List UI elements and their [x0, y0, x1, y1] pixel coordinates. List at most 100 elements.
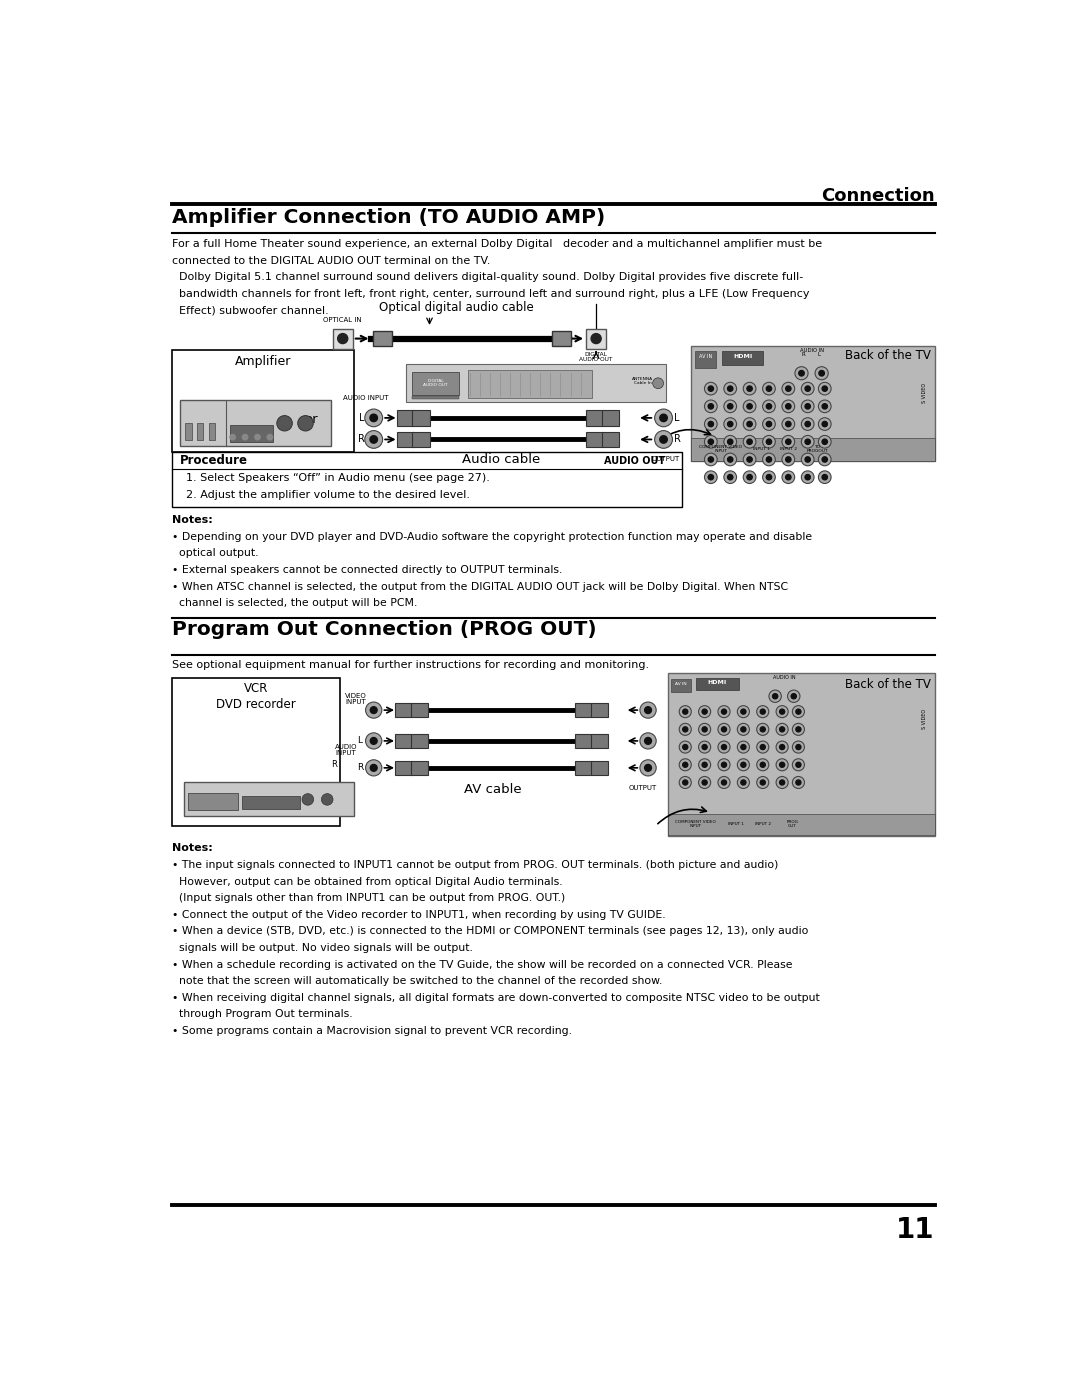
- Circle shape: [679, 759, 691, 771]
- Circle shape: [242, 434, 247, 440]
- Circle shape: [660, 414, 667, 422]
- Circle shape: [760, 726, 766, 732]
- Circle shape: [805, 386, 810, 391]
- Text: HDMI: HDMI: [707, 680, 727, 685]
- Circle shape: [683, 745, 688, 750]
- Circle shape: [819, 436, 832, 448]
- Bar: [413, 395, 459, 400]
- Text: L: L: [674, 414, 680, 423]
- Circle shape: [699, 724, 711, 735]
- Circle shape: [793, 724, 805, 735]
- Circle shape: [743, 453, 756, 465]
- Circle shape: [762, 383, 775, 395]
- Circle shape: [679, 705, 691, 718]
- Circle shape: [793, 705, 805, 718]
- Text: R: R: [802, 352, 806, 358]
- Text: OUTPUT: OUTPUT: [629, 785, 657, 791]
- Circle shape: [747, 404, 753, 409]
- Circle shape: [699, 777, 711, 788]
- Circle shape: [724, 471, 737, 483]
- Circle shape: [679, 740, 691, 753]
- Circle shape: [767, 404, 771, 409]
- Text: However, output can be obtained from optical Digital Audio terminals.: However, output can be obtained from opt…: [172, 877, 563, 887]
- Text: Notes:: Notes:: [172, 844, 213, 854]
- Circle shape: [302, 793, 313, 805]
- Circle shape: [724, 453, 737, 465]
- Bar: [230, 425, 273, 441]
- Circle shape: [793, 740, 805, 753]
- Bar: [586, 328, 606, 349]
- Text: note that the screen will automatically be switched to the channel of the record: note that the screen will automatically …: [172, 977, 662, 986]
- Circle shape: [767, 386, 771, 391]
- Circle shape: [793, 759, 805, 771]
- Text: INPUT 1: INPUT 1: [753, 447, 770, 451]
- Bar: [395, 761, 413, 775]
- Circle shape: [801, 400, 814, 412]
- Bar: [723, 351, 762, 365]
- Circle shape: [757, 740, 769, 753]
- Circle shape: [365, 703, 382, 718]
- Circle shape: [370, 764, 377, 771]
- Circle shape: [757, 777, 769, 788]
- Bar: [373, 331, 392, 346]
- Circle shape: [822, 404, 827, 409]
- Circle shape: [822, 386, 827, 391]
- Circle shape: [702, 726, 707, 732]
- Text: Amplifier Connection (TO AUDIO AMP): Amplifier Connection (TO AUDIO AMP): [172, 208, 606, 228]
- Text: COMPONENT VIDEO
INPUT: COMPONENT VIDEO INPUT: [700, 444, 742, 453]
- Text: For a full Home Theater sound experience, an external Dolby Digital   decoder an: For a full Home Theater sound experience…: [172, 239, 822, 249]
- Circle shape: [645, 764, 651, 771]
- Text: DIGITAL
AUDIO OUT: DIGITAL AUDIO OUT: [580, 352, 612, 362]
- Circle shape: [738, 740, 750, 753]
- Bar: [413, 411, 430, 426]
- Circle shape: [683, 780, 688, 785]
- Text: R: R: [674, 434, 681, 444]
- Text: • When receiving digital channel signals, all digital formats are down-converted: • When receiving digital channel signals…: [172, 993, 820, 1003]
- Circle shape: [322, 793, 333, 805]
- Circle shape: [728, 404, 733, 409]
- Bar: [669, 813, 935, 835]
- Circle shape: [721, 763, 727, 767]
- Text: AV IN: AV IN: [675, 682, 687, 686]
- Text: through Program Out terminals.: through Program Out terminals.: [172, 1009, 353, 1020]
- Text: (Input signals other than from INPUT1 can be output from PROG. OUT.): (Input signals other than from INPUT1 ca…: [172, 893, 566, 904]
- Bar: [672, 679, 691, 693]
- Circle shape: [780, 710, 785, 714]
- Text: • When ATSC channel is selected, the output from the DIGITAL AUDIO OUT jack will: • When ATSC channel is selected, the out…: [172, 581, 788, 591]
- Circle shape: [728, 386, 733, 391]
- Bar: [576, 703, 592, 717]
- Bar: [208, 423, 215, 440]
- Circle shape: [780, 745, 785, 750]
- Circle shape: [728, 422, 733, 426]
- Text: • When a schedule recording is activated on the TV Guide, the show will be recor: • When a schedule recording is activated…: [172, 960, 793, 970]
- Circle shape: [702, 780, 707, 785]
- Circle shape: [741, 780, 746, 785]
- Circle shape: [819, 453, 832, 465]
- Bar: [669, 673, 935, 835]
- Circle shape: [738, 724, 750, 735]
- Circle shape: [801, 471, 814, 483]
- Bar: [697, 678, 739, 690]
- Circle shape: [822, 475, 827, 479]
- Circle shape: [785, 386, 791, 391]
- Circle shape: [365, 733, 382, 749]
- Text: R: R: [332, 760, 337, 770]
- Circle shape: [708, 422, 714, 426]
- Circle shape: [805, 422, 810, 426]
- Circle shape: [708, 457, 714, 462]
- Circle shape: [757, 705, 769, 718]
- Circle shape: [785, 439, 791, 444]
- Circle shape: [718, 777, 730, 788]
- Circle shape: [822, 439, 827, 444]
- Circle shape: [738, 705, 750, 718]
- Circle shape: [743, 400, 756, 412]
- Bar: [591, 761, 608, 775]
- Text: • When a device (STB, DVD, etc.) is connected to the HDMI or COMPONENT terminals: • When a device (STB, DVD, etc.) is conn…: [172, 926, 809, 936]
- Bar: [186, 423, 191, 440]
- Circle shape: [724, 383, 737, 395]
- Circle shape: [738, 759, 750, 771]
- Circle shape: [738, 777, 750, 788]
- Circle shape: [782, 383, 795, 395]
- Text: • Depending on your DVD player and DVD-Audio software the copyright protection f: • Depending on your DVD player and DVD-A…: [172, 532, 812, 542]
- Circle shape: [793, 777, 805, 788]
